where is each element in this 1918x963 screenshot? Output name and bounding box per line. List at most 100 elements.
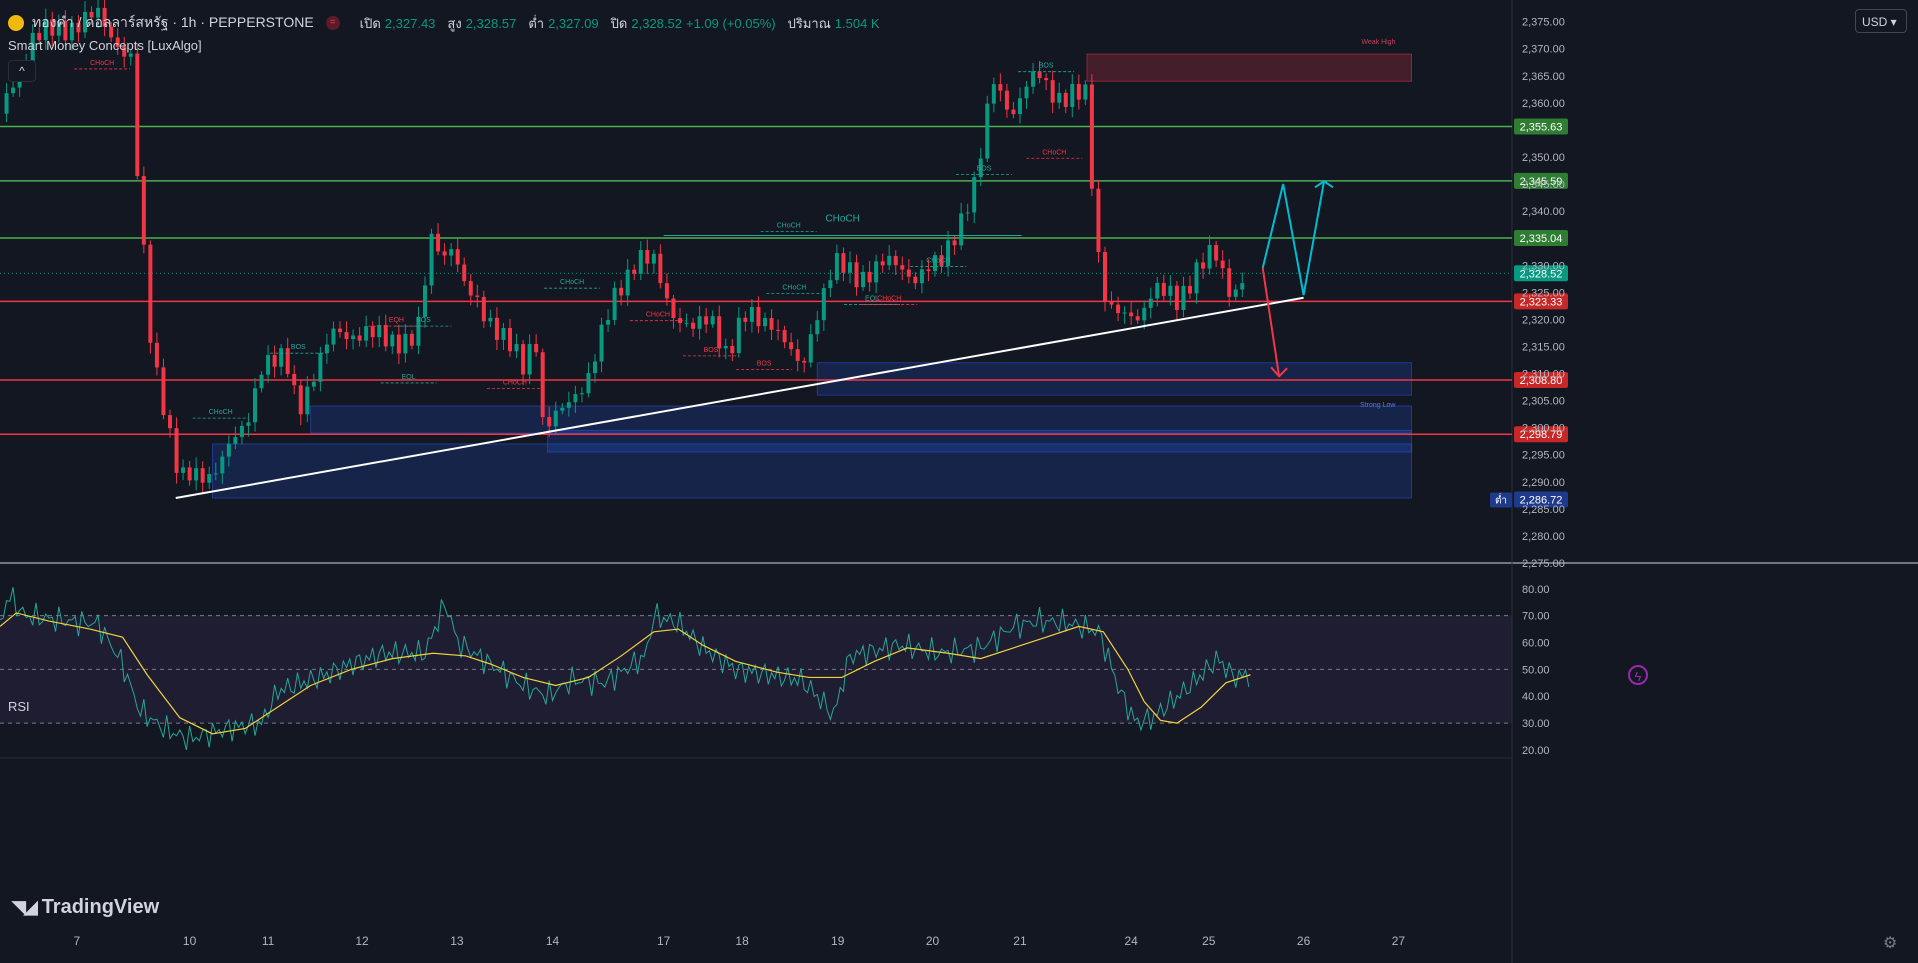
candle-bull xyxy=(919,269,924,284)
candle-bull xyxy=(762,318,767,327)
candle-bull xyxy=(351,335,356,340)
time-tick-label: 13 xyxy=(450,934,464,948)
volume-label: ปริมาณ xyxy=(787,15,831,31)
rsi-title[interactable]: RSI xyxy=(8,699,30,714)
candle-bull xyxy=(874,261,879,283)
projection-arrows xyxy=(1261,180,1334,378)
structure-label: CHoCH xyxy=(782,285,806,292)
indicator-title[interactable]: Smart Money Concepts [LuxAlgo] xyxy=(8,38,202,53)
candle-bear xyxy=(534,343,539,353)
candle-bear xyxy=(867,271,872,283)
price-tick-label: 2,325.00 xyxy=(1522,287,1565,299)
market-status-icon[interactable]: = xyxy=(325,16,340,30)
candle-bear xyxy=(455,249,460,265)
candle-bear xyxy=(619,287,624,296)
open-label: เปิด xyxy=(359,15,381,31)
high-value: 2,328.57 xyxy=(465,15,517,31)
candle-bull xyxy=(1148,298,1153,308)
candle-bull xyxy=(207,474,212,483)
collapse-legend-button[interactable]: ^ xyxy=(8,60,36,82)
lightning-icon[interactable]: ϟ xyxy=(1628,665,1648,685)
price-tick-label: 2,310.00 xyxy=(1522,369,1565,381)
candle-bull xyxy=(128,53,133,57)
structure-label: BOS xyxy=(1039,63,1054,70)
structure-label: CHoCH xyxy=(209,409,233,416)
currency-select[interactable]: USD ▾ xyxy=(1855,9,1907,33)
tv-logo-icon: ◥◢ xyxy=(12,897,38,917)
candle-bull xyxy=(213,473,218,475)
candle-bear xyxy=(540,352,545,417)
candle-bull xyxy=(1207,244,1212,269)
rsi-tick-label: 20.00 xyxy=(1522,745,1550,757)
candle-bull xyxy=(560,407,565,411)
candle-bull xyxy=(403,333,408,354)
candle-bull xyxy=(226,443,231,457)
candle-bear xyxy=(436,233,441,252)
candle-bear xyxy=(494,317,499,340)
level-price-tag xyxy=(1514,372,1568,389)
candle-bull xyxy=(527,343,532,375)
candle-bull xyxy=(305,386,310,415)
level-price-text: 2,345.59 xyxy=(1520,176,1563,188)
price-tick-label: 2,315.00 xyxy=(1522,341,1565,353)
candle-bull xyxy=(1168,285,1173,296)
gear-icon[interactable]: ⚙ xyxy=(1883,935,1898,952)
time-tick-label: 27 xyxy=(1392,934,1406,948)
low-price-tag xyxy=(1514,491,1568,508)
candle-bull xyxy=(194,468,199,481)
price-tick-label: 2,345.00 xyxy=(1522,179,1565,191)
candle-bull xyxy=(69,22,74,41)
candle-bull xyxy=(723,345,728,349)
candle-bear xyxy=(1135,316,1140,321)
price-tick-label: 2,320.00 xyxy=(1522,314,1565,326)
candle-bull xyxy=(932,255,937,272)
candle-bear xyxy=(167,415,172,429)
candle-bear xyxy=(370,326,375,338)
price-tick-label: 2,300.00 xyxy=(1522,423,1565,435)
candle-bear xyxy=(717,316,722,349)
tradingview-logo[interactable]: ◥◢ TradingView xyxy=(12,896,159,919)
candle-bull xyxy=(625,269,630,296)
candle-bear xyxy=(1063,92,1068,107)
candle-bear xyxy=(769,318,774,330)
price-tick-label: 2,340.00 xyxy=(1522,206,1565,218)
candle-bull xyxy=(946,240,951,266)
price-tick-label: 2,275.00 xyxy=(1522,558,1565,570)
trendline-layer xyxy=(175,296,1304,500)
time-tick-label: 21 xyxy=(1013,934,1027,948)
zone-label: Weak High xyxy=(1361,39,1395,46)
price-tick-label: 2,285.00 xyxy=(1522,504,1565,516)
rsi-tick-label: 60.00 xyxy=(1522,638,1550,650)
price-tick-label: 2,360.00 xyxy=(1522,98,1565,110)
candle-bull xyxy=(43,19,48,41)
candle-bear xyxy=(481,296,486,322)
candle-bull xyxy=(390,334,395,347)
candle-bull xyxy=(1070,84,1075,107)
projection-down-path xyxy=(1261,267,1281,377)
candle-bear xyxy=(802,360,807,363)
candle-bear xyxy=(1109,302,1114,305)
tv-logo-text: TradingView xyxy=(41,896,160,918)
time-tick-label: 20 xyxy=(926,934,940,948)
candle-bear xyxy=(854,262,859,288)
price-axis: 2,375.00 2,370.00 2,365.00 2,360.00 2,350.00… xyxy=(1522,17,1565,570)
candle-bull xyxy=(566,402,571,408)
symbol-title[interactable]: ทองคำ / ดอลลาร์สหรัฐ · 1h · PEPPERSTONE xyxy=(32,14,314,30)
candle-bear xyxy=(1089,84,1094,189)
rsi-tick-label: 80.00 xyxy=(1522,584,1550,596)
candle-bull xyxy=(501,327,506,340)
candle-bull xyxy=(592,361,597,374)
candle-bull xyxy=(985,103,990,159)
order-block-zones: Weak High Strong Low xyxy=(211,39,1412,499)
zone-label: Strong Low xyxy=(1360,402,1396,409)
candle-bull xyxy=(181,467,186,473)
currency-label: USD xyxy=(1862,15,1888,29)
candle-bull xyxy=(377,324,382,338)
time-tick-label: 24 xyxy=(1124,934,1138,948)
time-axis: 7 10 11 12 13 14 17 18 19 20 21 24 25 26 27 xyxy=(73,934,1405,948)
structure-label: CHoCH xyxy=(503,379,527,386)
candle-bull xyxy=(1017,98,1022,115)
